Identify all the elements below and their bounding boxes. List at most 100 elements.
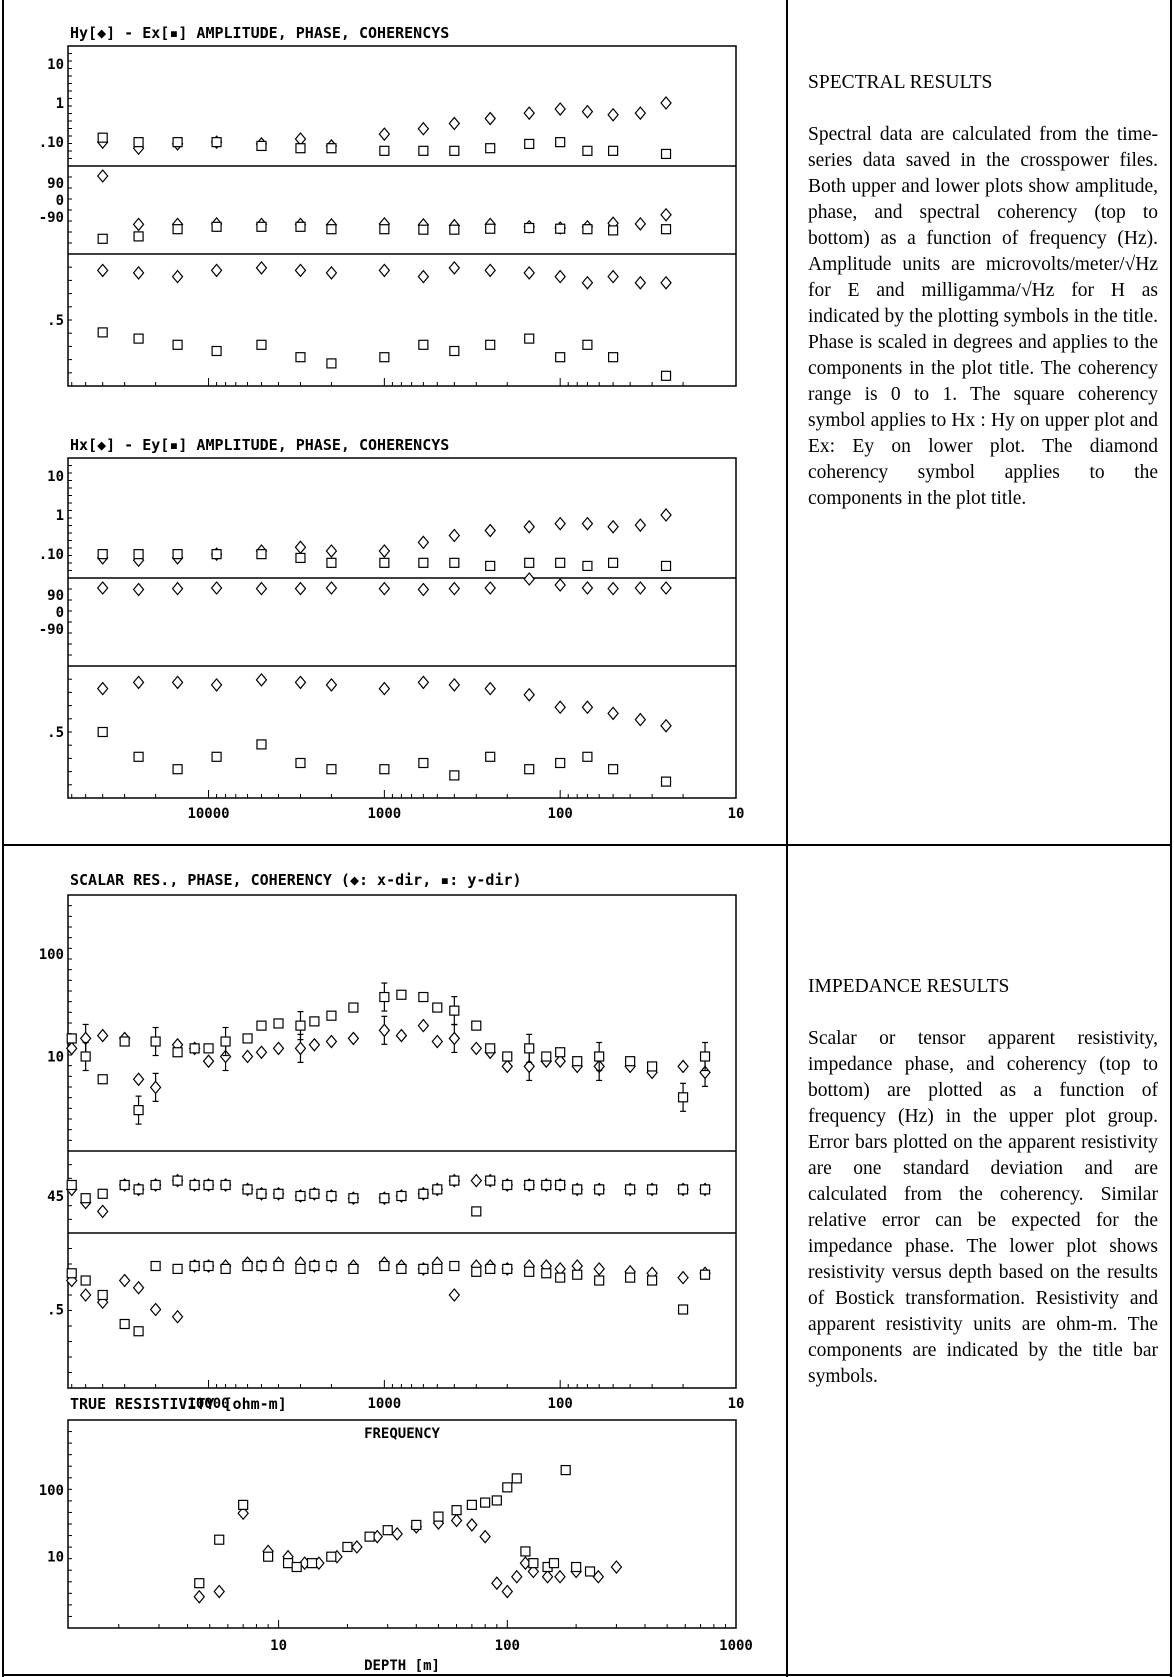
amplitude-point bbox=[326, 557, 337, 568]
resistivity-point bbox=[189, 1043, 200, 1054]
y-tick-label: 10 bbox=[47, 57, 64, 73]
coherency-point bbox=[273, 1260, 284, 1272]
amplitude-point bbox=[172, 137, 183, 148]
coherency-point bbox=[660, 275, 672, 290]
coherency-point bbox=[471, 1266, 482, 1277]
coherency-point bbox=[607, 706, 619, 721]
depth-point bbox=[263, 1551, 274, 1562]
coherency-point bbox=[607, 269, 619, 284]
resistivity-point bbox=[524, 1043, 535, 1054]
phase-point bbox=[96, 1204, 109, 1219]
coherency-point bbox=[608, 352, 619, 363]
amplitude-point bbox=[379, 145, 390, 156]
depth-point bbox=[342, 1541, 353, 1553]
impedance-figure: SCALAR RES., PHASE, COHERENCY (◆: x-dir,… bbox=[39, 871, 753, 1674]
phase-point bbox=[660, 207, 672, 222]
amplitude-point bbox=[485, 143, 496, 154]
coherency-point bbox=[677, 1304, 689, 1315]
phase-point bbox=[524, 222, 535, 234]
phase-point bbox=[625, 1184, 636, 1195]
depth-point bbox=[237, 1506, 249, 1521]
amplitude-point bbox=[524, 138, 535, 150]
amplitude-point bbox=[634, 518, 647, 533]
amplitude-point bbox=[97, 549, 108, 560]
coherency-point bbox=[295, 352, 306, 363]
phase-point bbox=[432, 1184, 443, 1195]
depth-point bbox=[364, 1531, 375, 1542]
resistivity-point bbox=[396, 989, 407, 1000]
amplitude-point bbox=[660, 148, 672, 160]
depth-point bbox=[291, 1561, 302, 1573]
coherency-point bbox=[660, 718, 672, 733]
coherency-point bbox=[133, 333, 144, 344]
depth-point bbox=[306, 1558, 318, 1569]
coherency-point bbox=[449, 1260, 460, 1272]
coherency-point bbox=[256, 1260, 267, 1272]
amplitude-point bbox=[581, 516, 594, 531]
resistivity-point bbox=[294, 1041, 307, 1056]
phase-point bbox=[608, 225, 619, 236]
resistivity-point bbox=[417, 1018, 430, 1033]
x-tick-label: 100 bbox=[495, 1638, 520, 1654]
phase-point bbox=[396, 1190, 407, 1202]
coherency-point bbox=[326, 764, 337, 775]
depth-point bbox=[479, 1529, 491, 1544]
amplitude-point bbox=[449, 557, 460, 568]
coherency-point bbox=[555, 352, 566, 363]
amplitude-point bbox=[256, 140, 267, 152]
resistivity-point bbox=[255, 1045, 268, 1060]
resistivity-point bbox=[554, 1054, 566, 1069]
depth-point bbox=[480, 1497, 491, 1508]
resistivity-point bbox=[594, 1051, 605, 1062]
coherency-point bbox=[625, 1272, 636, 1283]
table-border-right bbox=[1170, 0, 1172, 1677]
x-tick-label: 100 bbox=[548, 1396, 573, 1412]
phase-point bbox=[417, 582, 430, 597]
depth-point bbox=[466, 1517, 478, 1532]
coherency-point bbox=[660, 776, 672, 787]
amplitude-point bbox=[211, 549, 222, 560]
x-tick-label: 10 bbox=[728, 1396, 745, 1412]
amplitude-point bbox=[256, 549, 267, 560]
depth-point bbox=[610, 1560, 623, 1574]
resistivity-point bbox=[471, 1020, 482, 1031]
phase-point bbox=[211, 221, 222, 232]
y-tick-label: .5 bbox=[47, 313, 64, 329]
phase-point bbox=[581, 581, 594, 595]
amplitude-point bbox=[97, 132, 108, 143]
resistivity-point bbox=[523, 1059, 536, 1074]
amplitude-point bbox=[660, 96, 672, 110]
coherency-point bbox=[132, 675, 145, 690]
depth-point bbox=[382, 1525, 393, 1536]
resistivity-point bbox=[65, 1041, 78, 1056]
phase-point bbox=[572, 1184, 583, 1195]
coherency-point bbox=[133, 1326, 144, 1337]
resistivity-point bbox=[220, 1036, 231, 1047]
depth-point bbox=[571, 1561, 582, 1573]
y-tick-label: 45 bbox=[47, 1189, 64, 1205]
amplitude-point bbox=[554, 102, 566, 116]
plot-frame bbox=[67, 457, 737, 799]
spectral-chart-1: 10 1 .10 900-90 .5 bbox=[39, 45, 737, 387]
phase-point bbox=[97, 1188, 108, 1199]
resistivity-point bbox=[555, 1047, 566, 1058]
depth-point bbox=[193, 1589, 206, 1604]
resistivity-point bbox=[347, 1031, 360, 1046]
impedance-heading: IMPEDANCE RESULTS bbox=[808, 976, 1010, 997]
amplitude-point bbox=[485, 560, 496, 572]
coherency-point bbox=[581, 700, 594, 715]
amplitude-point bbox=[418, 557, 429, 568]
phase-point bbox=[485, 223, 496, 234]
y-tick-label: 90 bbox=[47, 588, 64, 604]
y-tick-label: .5 bbox=[47, 1303, 64, 1319]
y-tick-label: 10 bbox=[47, 1550, 64, 1566]
coherency-point bbox=[211, 751, 222, 762]
resistivity-point bbox=[432, 1002, 443, 1013]
table-divider-vertical bbox=[786, 0, 788, 1677]
phase-point bbox=[255, 581, 268, 596]
phase-point bbox=[119, 1179, 130, 1191]
phase-point bbox=[133, 1184, 144, 1195]
phase-point bbox=[582, 224, 593, 235]
coherency-point bbox=[524, 1266, 535, 1277]
